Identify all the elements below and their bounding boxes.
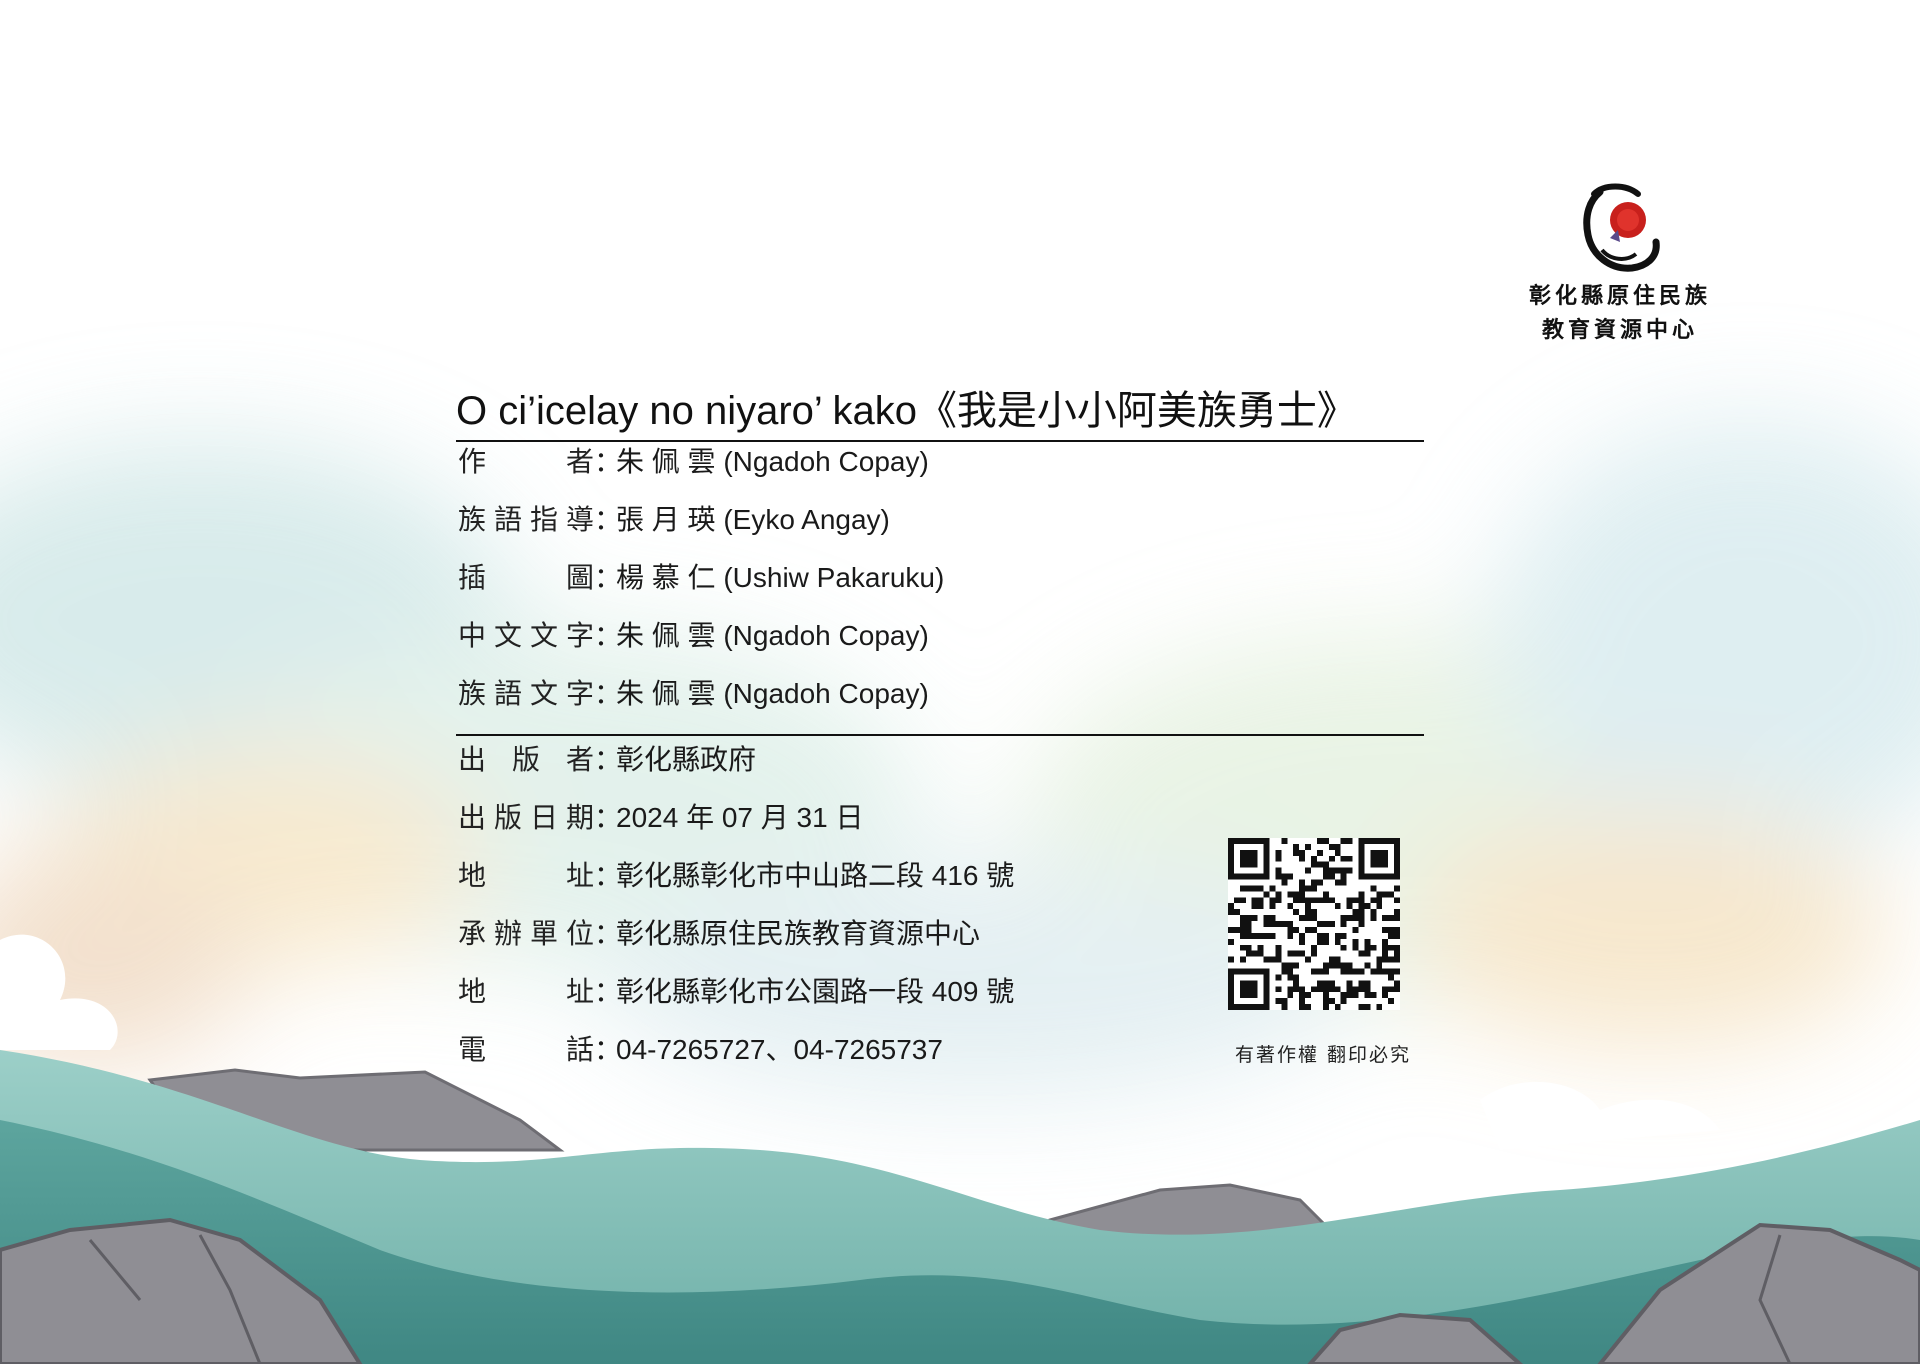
credits-row: 中文文字：朱 佩 雲 (Ngadoh Copay) [458, 614, 1178, 672]
field-label: 出版者 [458, 738, 594, 778]
field-label-char: 單 [529, 917, 558, 950]
field-value: 朱 佩 雲 (Ngadoh Copay) [616, 446, 929, 477]
field-label-char: 電 [458, 1033, 487, 1066]
publication-info: 出版者：彰化縣政府出版日期： 2024 年 07 月 31 日地址：彰化縣彰化市中… [458, 738, 1218, 1086]
field-label-char: 出 [458, 801, 487, 834]
field-value: 04-7265727、04-7265737 [616, 1034, 943, 1065]
field-label-char: 地 [458, 859, 487, 892]
field-label-char: 版 [511, 743, 540, 776]
field-value: 朱 佩 雲 (Ngadoh Copay) [616, 620, 929, 651]
logo-line-2: 教育資源中心 [1541, 318, 1698, 343]
field-label-char: 中 [458, 619, 487, 652]
field-value: 彰化縣政府 [616, 744, 757, 775]
field-label-char: 版 [493, 801, 522, 834]
field-label-char: 字 [565, 677, 594, 710]
credits-row: 作者：朱 佩 雲 (Ngadoh Copay) [458, 440, 1178, 498]
field-label-char: 話 [565, 1033, 594, 1066]
field-separator: ： [594, 677, 623, 710]
field-label-char: 指 [529, 503, 558, 536]
logo-line-1: 彰化縣原住民族 [1528, 284, 1711, 309]
field-separator: ： [594, 1033, 623, 1066]
field-label: 電話 [458, 1028, 594, 1068]
field-value: 張 月 瑛 (Eyko Angay) [616, 504, 890, 535]
field-separator: ： [594, 503, 623, 536]
field-label-char: 族 [458, 503, 487, 536]
field-value: 楊 慕 仁 (Ushiw Pakaruku) [616, 562, 945, 593]
field-separator: ： [594, 619, 623, 652]
credits-row: 插圖：楊 慕 仁 (Ushiw Pakaruku) [458, 556, 1178, 614]
field-separator: ： [594, 801, 623, 834]
field-separator: ： [594, 975, 623, 1008]
field-label-char: 址 [565, 859, 594, 892]
field-label-char: 族 [458, 677, 487, 710]
credits-list: 作者：朱 佩 雲 (Ngadoh Copay) 族語指導：張 月 瑛 (Eyko … [458, 440, 1178, 730]
publication-row: 電話： 04-7265727、04-7265737 [458, 1028, 1218, 1086]
field-label-char: 承 [458, 917, 487, 950]
publication-row: 地址：彰化縣彰化市公園路一段 409 號 [458, 970, 1218, 1028]
credits-row: 族語文字：朱 佩 雲 (Ngadoh Copay) [458, 672, 1178, 730]
field-label: 插圖 [458, 556, 594, 596]
field-separator: ： [594, 917, 623, 950]
publication-row: 出版者：彰化縣政府 [458, 738, 1218, 796]
field-separator: ： [594, 859, 623, 892]
field-value: 2024 年 07 月 31 日 [616, 802, 864, 833]
field-label-char: 地 [458, 975, 487, 1008]
qr-code-icon [1228, 838, 1400, 1010]
book-title: O ci’icelay no niyaro’ kako《我是小小阿美族勇士》 [456, 389, 1357, 433]
field-label: 族語文字 [458, 672, 594, 712]
field-label-char: 位 [565, 917, 594, 950]
field-label-char: 語 [493, 503, 522, 536]
publication-row: 承辦單位：彰化縣原住民族教育資源中心 [458, 912, 1218, 970]
organization-logo-icon [1583, 183, 1660, 272]
field-label-char: 導 [565, 503, 594, 536]
publication-row: 地址：彰化縣彰化市中山路二段 416 號 [458, 854, 1218, 912]
section-divider [456, 734, 1424, 736]
title-divider [456, 440, 1424, 442]
credits-row: 族語指導：張 月 瑛 (Eyko Angay) [458, 498, 1178, 556]
publisher-logo: 彰化縣原住民族 教育資源中心 [1520, 180, 1720, 348]
field-label-char: 者 [565, 743, 594, 776]
field-label-char: 語 [493, 677, 522, 710]
field-label: 出版日期 [458, 796, 594, 836]
field-label-char: 辦 [493, 917, 522, 950]
field-value: 彰化縣彰化市中山路二段 416 號 [616, 860, 1015, 891]
field-label-char: 文 [529, 677, 558, 710]
field-label: 作者 [458, 440, 594, 480]
field-separator: ： [594, 445, 623, 478]
field-label-char: 期 [565, 801, 594, 834]
field-label-char: 作 [458, 445, 487, 478]
field-label-char: 文 [529, 619, 558, 652]
field-label: 承辦單位 [458, 912, 594, 952]
field-label-char: 者 [565, 445, 594, 478]
field-label-char: 址 [565, 975, 594, 1008]
field-value: 彰化縣原住民族教育資源中心 [616, 918, 981, 949]
field-separator: ： [594, 743, 623, 776]
field-separator: ： [594, 561, 623, 594]
field-value: 朱 佩 雲 (Ngadoh Copay) [616, 678, 929, 709]
field-label: 族語指導 [458, 498, 594, 538]
field-label: 地址 [458, 854, 594, 894]
field-value: 彰化縣彰化市公園路一段 409 號 [616, 976, 1015, 1007]
field-label-char: 文 [493, 619, 522, 652]
field-label-char: 出 [458, 743, 487, 776]
publication-row: 出版日期： 2024 年 07 月 31 日 [458, 796, 1218, 854]
field-label: 中文文字 [458, 614, 594, 654]
field-label-char: 插 [458, 561, 487, 594]
field-label-char: 日 [529, 801, 558, 834]
copyright-notice: 有著作權 翻印必究 [1234, 1044, 1412, 1066]
field-label: 地址 [458, 970, 594, 1010]
field-label-char: 字 [565, 619, 594, 652]
field-label-char: 圖 [565, 561, 594, 594]
